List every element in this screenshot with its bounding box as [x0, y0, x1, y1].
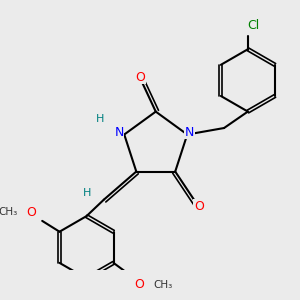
Text: N: N	[114, 126, 124, 139]
Text: O: O	[136, 70, 146, 83]
Text: CH₃: CH₃	[153, 280, 172, 290]
Text: CH₃: CH₃	[0, 207, 17, 217]
Text: O: O	[134, 278, 144, 291]
Text: H: H	[96, 114, 105, 124]
Text: N: N	[185, 126, 194, 139]
Text: O: O	[194, 200, 204, 213]
Text: O: O	[26, 206, 36, 219]
Text: H: H	[83, 188, 92, 198]
Text: Cl: Cl	[247, 19, 259, 32]
